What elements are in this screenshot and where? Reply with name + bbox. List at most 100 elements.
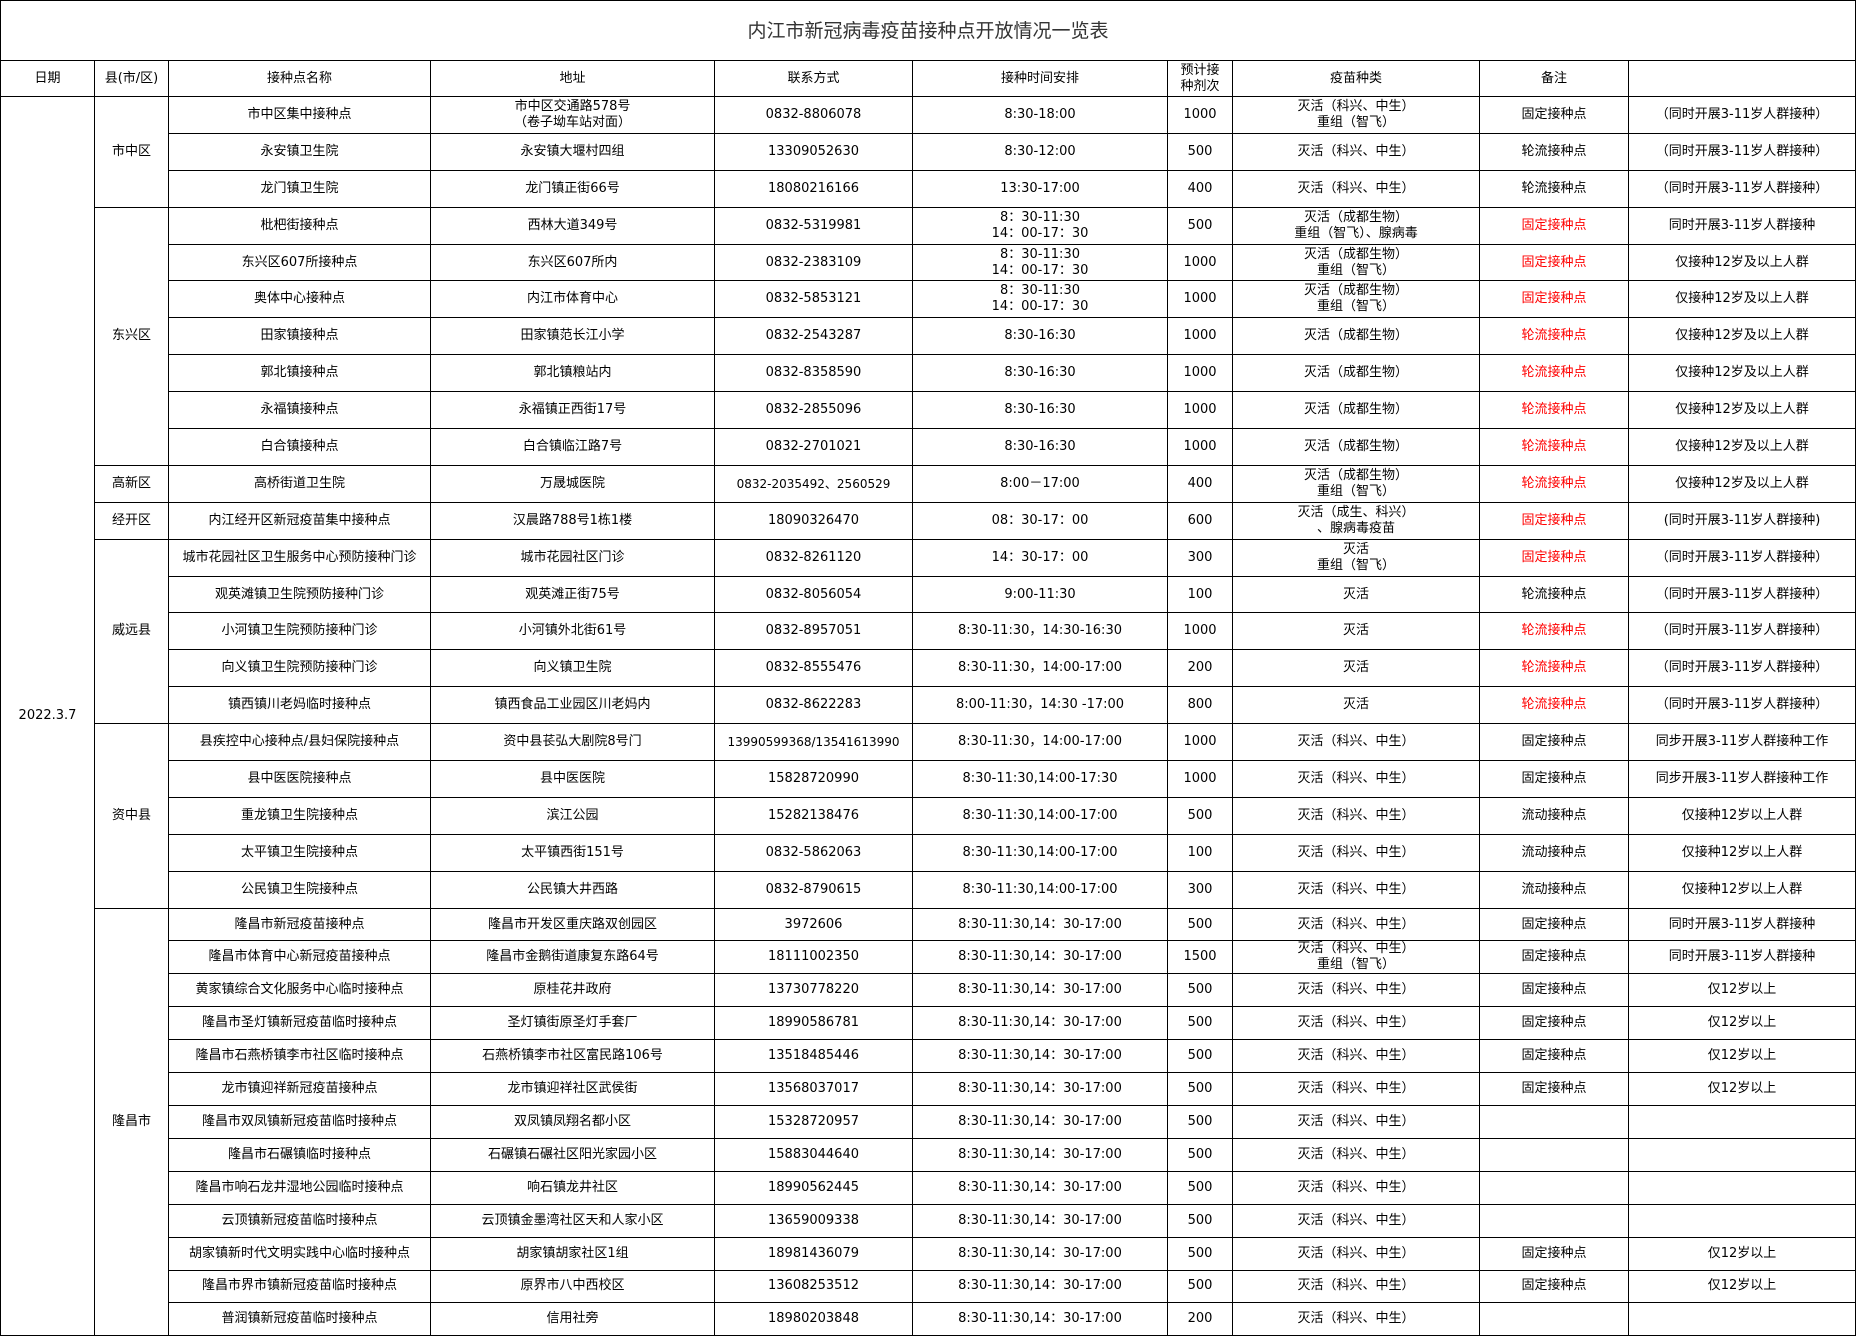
- site-type: [1479, 1137, 1629, 1172]
- site-phone: 15328720957: [714, 1105, 913, 1139]
- site-vaccine: 灭活（科兴、中生）: [1232, 760, 1480, 798]
- header-site-name: 接种点名称: [168, 60, 431, 97]
- site-doses: 500: [1167, 1269, 1233, 1304]
- site-address: 汉晨路788号1栋1楼: [430, 501, 715, 540]
- site-address: 城市花园社区门诊: [430, 538, 715, 577]
- table-row: 东兴区 枇杷街接种点 西林大道349号 0832-5319981 8：30-11:30 …: [1, 206, 1856, 466]
- site-phone: 18111002350: [714, 940, 913, 975]
- site-note: （同时开展3-11岁人群接种）: [1627, 686, 1856, 725]
- site-doses: 500: [1167, 1072, 1233, 1107]
- site-type: 轮流接种点: [1479, 317, 1629, 356]
- site-vaccine: 灭活: [1232, 686, 1480, 725]
- site-note: （同时开展3-11岁人群接种）: [1627, 169, 1856, 208]
- site-type: 轮流接种点: [1479, 686, 1629, 725]
- site-note: （同时开展3-11岁人群接种）: [1627, 538, 1856, 577]
- site-name: 隆昌市石碾镇临时接种点: [168, 1137, 431, 1172]
- site-name: 内江经开区新冠疫苗集中接种点: [168, 501, 431, 540]
- site-phone: 18080216166: [714, 169, 913, 208]
- site-doses: 500: [1167, 132, 1233, 171]
- site-type: 轮流接种点: [1479, 132, 1629, 171]
- site-name: 白合镇接种点: [168, 428, 431, 466]
- site-phone: 13309052630: [714, 132, 913, 171]
- site-address: 石燕桥镇李市社区富民路106号: [430, 1039, 715, 1074]
- site-name: 永福镇接种点: [168, 391, 431, 430]
- site-type: 轮流接种点: [1479, 428, 1629, 466]
- site-time: 8:30-11:30,14：30-17:00: [912, 1236, 1168, 1271]
- site-type: 轮流接种点: [1479, 575, 1629, 614]
- site-note: (同时开展3-11岁人群接种): [1627, 501, 1856, 540]
- site-doses: 500: [1167, 907, 1233, 942]
- site-doses: 1500: [1167, 940, 1233, 975]
- site-doses: 500: [1167, 1137, 1233, 1172]
- site-type: 轮流接种点: [1479, 649, 1629, 688]
- site-doses: 300: [1167, 870, 1233, 909]
- site-time: 8:00－17:00: [912, 464, 1168, 503]
- site-address: 观英滩正街75号: [430, 575, 715, 614]
- site-type: 轮流接种点: [1479, 612, 1629, 651]
- site-note: 仅接种12岁及以上人群: [1627, 280, 1856, 319]
- site-name: 郭北镇接种点: [168, 354, 431, 393]
- site-address: 市中区交通路578号 （卷子坳车站对面）: [430, 96, 715, 134]
- site-time: 8:30-11:30,14：30-17:00: [912, 1203, 1168, 1238]
- site-doses: 300: [1167, 538, 1233, 577]
- site-vaccine: 灭活: [1232, 612, 1480, 651]
- site-type: 轮流接种点: [1479, 169, 1629, 208]
- table-row: 永安镇卫生院 永安镇大堰村四组 13309052630 8:30-12:00 500 灭活…: [1, 132, 1856, 171]
- site-address: 隆昌市开发区重庆路双创园区: [430, 907, 715, 942]
- site-note: 仅12岁以上: [1627, 1039, 1856, 1074]
- site-type: 固定接种点: [1479, 206, 1629, 245]
- table-row: 经开区 内江经开区新冠疫苗集中接种点 汉晨路788号1栋1楼 18090326470 0…: [1, 501, 1856, 540]
- table-row: 白合镇接种点 白合镇临江路7号 0832-2701021 8:30-16:30 1000…: [1, 428, 1856, 466]
- site-address: 内江市体育中心: [430, 280, 715, 319]
- site-phone: 0832-8555476: [714, 649, 913, 688]
- site-phone: 3972606: [714, 907, 913, 942]
- site-time: 8：30-11:30 14：00-17：30: [912, 280, 1168, 319]
- site-name: 观英滩镇卫生院预防接种门诊: [168, 575, 431, 614]
- site-address: 小河镇外北街61号: [430, 612, 715, 651]
- table-row: 隆昌市 隆昌市新冠疫苗接种点 隆昌市开发区重庆路双创园区 3972606 8:30-11…: [1, 907, 1856, 1337]
- site-vaccine: 灭活（科兴、中生）: [1232, 1137, 1480, 1172]
- site-type: 流动接种点: [1479, 796, 1629, 835]
- site-phone: 13568037017: [714, 1072, 913, 1107]
- district-cell: 高新区: [94, 464, 169, 503]
- site-name: 太平镇卫生院接种点: [168, 833, 431, 872]
- site-vaccine: 灭活（成都生物） 重组（智飞）、腺病毒: [1232, 206, 1480, 245]
- site-vaccine: 灭活: [1232, 649, 1480, 688]
- district-cell: 威远县: [94, 538, 169, 725]
- site-type: 固定接种点: [1479, 280, 1629, 319]
- site-type: 轮流接种点: [1479, 464, 1629, 503]
- site-doses: 1000: [1167, 612, 1233, 651]
- site-name: 奥体中心接种点: [168, 280, 431, 319]
- site-name: 隆昌市响石龙井湿地公园临时接种点: [168, 1170, 431, 1205]
- table-row: 小河镇卫生院预防接种门诊 小河镇外北街61号 0832-8957051 8:30-11…: [1, 612, 1856, 651]
- site-address: 滨江公园: [430, 796, 715, 835]
- site-vaccine: 灭活（科兴、中生）: [1232, 1236, 1480, 1271]
- site-time: 8:30-11:30，14:30-16:30: [912, 612, 1168, 651]
- table-row: 云顶镇新冠疫苗临时接种点 云顶镇金墨湾社区天和人家小区 13659009338 8:3…: [1, 1203, 1856, 1238]
- site-address: 田家镇范长江小学: [430, 317, 715, 356]
- site-address: 原界市八中西校区: [430, 1269, 715, 1304]
- site-address: 永福镇正西街17号: [430, 391, 715, 430]
- site-doses: 500: [1167, 1105, 1233, 1139]
- table-row: 奥体中心接种点 内江市体育中心 0832-5853121 8：30-11:30 14：…: [1, 280, 1856, 319]
- site-vaccine: 灭活（科兴、中生）: [1232, 1006, 1480, 1041]
- site-vaccine: 灭活（成都生物）: [1232, 354, 1480, 393]
- site-address: 响石镇龙井社区: [430, 1170, 715, 1205]
- site-phone: 0832-8261120: [714, 538, 913, 577]
- site-name: 县疾控中心接种点/县妇保院接种点: [168, 723, 431, 762]
- site-note: 仅接种12岁以上人群: [1627, 833, 1856, 872]
- district-cell: 资中县: [94, 723, 169, 909]
- site-phone: 0832-2035492、2560529: [714, 464, 913, 503]
- site-time: 8：30-11:30 14：00-17：30: [912, 243, 1168, 282]
- site-note: （同时开展3-11岁人群接种）: [1627, 612, 1856, 651]
- site-time: 8：30-11:30 14：00-17：30: [912, 206, 1168, 245]
- site-vaccine: 灭活（成生、科兴） 、腺病毒疫苗: [1232, 501, 1480, 540]
- site-time: 8:30-11:30,14:00-17:00: [912, 833, 1168, 872]
- site-vaccine: 灭活（科兴、中生）: [1232, 870, 1480, 909]
- site-time: 8:30-11:30,14：30-17:00: [912, 1006, 1168, 1041]
- header-address: 地址: [430, 60, 715, 97]
- site-name: 县中医医院接种点: [168, 760, 431, 798]
- site-type: 固定接种点: [1479, 1236, 1629, 1271]
- table-row: 龙门镇卫生院 龙门镇正街66号 18080216166 13:30-17:00 400 灭…: [1, 169, 1856, 208]
- site-type: 固定接种点: [1479, 1072, 1629, 1107]
